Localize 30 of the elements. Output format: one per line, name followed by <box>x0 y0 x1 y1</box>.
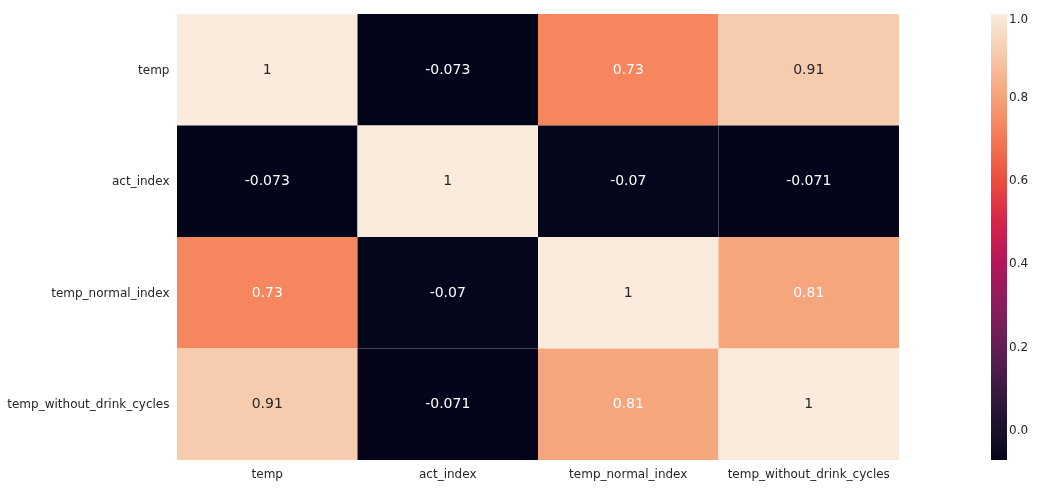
data-label: 1 <box>262 60 272 77</box>
color-bar-label: 0.6 <box>1009 173 1029 188</box>
y-tick-label: temp_normal_index <box>51 285 170 300</box>
x-tick-label: temp <box>251 466 283 481</box>
data-label: -0.073 <box>244 172 290 189</box>
color-bar-label: 1.0 <box>1009 12 1029 26</box>
data-label: 0.81 <box>793 283 825 300</box>
y-tick-label: act_index <box>112 174 170 189</box>
data-label: -0.07 <box>610 172 647 189</box>
color-bar-label: 0.2 <box>1009 339 1029 354</box>
data-label: -0.073 <box>425 60 471 77</box>
y-tick-label: temp <box>138 62 170 77</box>
color-bar-label: 0.4 <box>1009 256 1029 271</box>
color-bar-label: 0.0 <box>1009 422 1029 437</box>
x-tick-label: temp_normal_index <box>569 466 688 481</box>
y-tick-label: temp_without_drink_cycles <box>7 397 170 412</box>
data-label: -0.071 <box>425 395 471 412</box>
color-bar-label: 0.8 <box>1009 90 1029 105</box>
data-label: 0.91 <box>793 60 825 77</box>
data-label: 1 <box>623 283 633 300</box>
data-label: 0.81 <box>612 395 644 412</box>
data-label: 1 <box>804 395 814 412</box>
data-label: 0.91 <box>251 395 283 412</box>
data-label: 1 <box>443 172 453 189</box>
data-label: -0.07 <box>429 283 466 300</box>
x-tick-label: temp_without_drink_cycles <box>727 466 890 481</box>
data-label: 0.73 <box>251 283 283 300</box>
x-tick-label: act_index <box>419 466 477 481</box>
data-label: 0.73 <box>612 60 644 77</box>
data-label: -0.071 <box>786 172 832 189</box>
